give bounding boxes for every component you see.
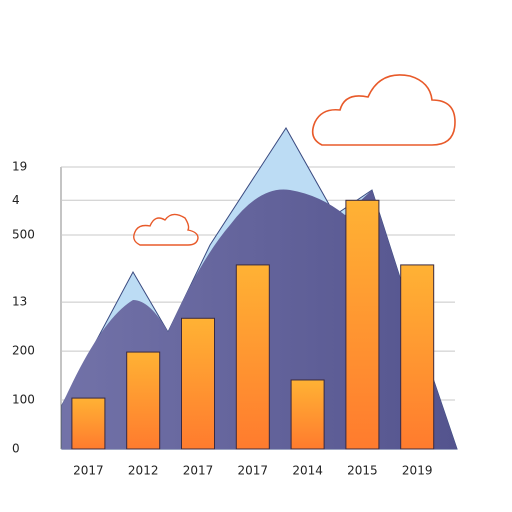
x-tick-label: 2017 [73, 464, 104, 478]
x-tick-label: 2019 [402, 464, 433, 478]
y-tick-label: 19 [12, 160, 27, 174]
y-tick-label: 4 [12, 193, 20, 207]
y-tick-label: 200 [12, 344, 35, 358]
x-tick-label: 2012 [128, 464, 159, 478]
bar [400, 264, 435, 450]
bar [126, 351, 161, 450]
cloud-large [311, 74, 456, 146]
x-tick-label: 2015 [347, 464, 378, 478]
y-tick-label: 500 [12, 228, 35, 242]
bar [181, 317, 215, 450]
y-tick-label: 0 [12, 442, 20, 456]
bar [290, 379, 325, 450]
bar [345, 199, 380, 450]
bar [71, 397, 106, 450]
x-tick-label: 2017 [238, 464, 269, 478]
bar [235, 264, 270, 450]
x-tick-label: 2017 [183, 464, 214, 478]
x-tick-label: 2014 [292, 464, 323, 478]
y-tick-label: 13 [12, 295, 27, 309]
y-tick-label: 100 [12, 393, 35, 407]
cloud-small [133, 213, 199, 246]
